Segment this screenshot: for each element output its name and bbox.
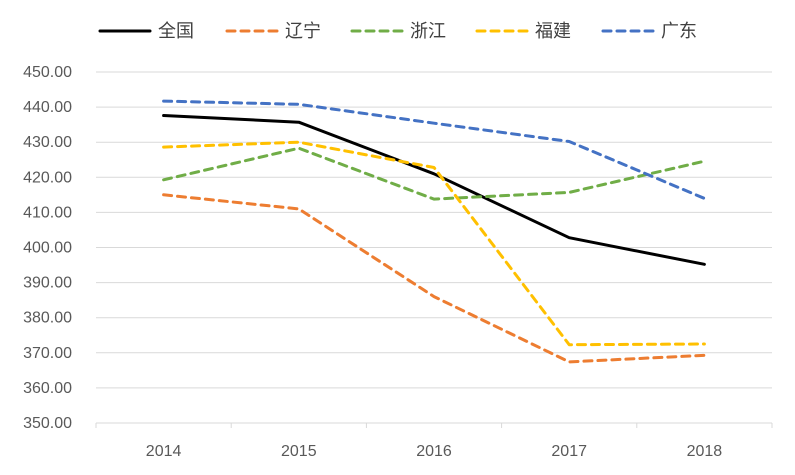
legend-label: 浙江 bbox=[410, 21, 446, 42]
legend-item: 福建 bbox=[475, 21, 571, 42]
x-tick-label: 2014 bbox=[146, 443, 182, 460]
gridlines bbox=[96, 71, 772, 389]
series-3 bbox=[162, 146, 706, 201]
y-tick-label: 350.00 bbox=[23, 415, 72, 432]
y-tick-label: 400.00 bbox=[23, 240, 72, 257]
series-lines bbox=[162, 99, 706, 364]
y-tick-label: 390.00 bbox=[23, 275, 72, 292]
series-5 bbox=[162, 99, 706, 200]
y-tick-label: 410.00 bbox=[23, 204, 72, 221]
legend-item: 广东 bbox=[601, 21, 697, 42]
y-tick-label: 420.00 bbox=[23, 169, 72, 186]
legend-item: 辽宁 bbox=[225, 21, 321, 42]
series-4 bbox=[162, 140, 706, 347]
legend: 全国 辽宁 浙江 福建 广东 bbox=[98, 21, 697, 42]
y-tick-label: 440.00 bbox=[23, 99, 72, 116]
x-axis bbox=[95, 422, 773, 428]
legend-label: 广东 bbox=[661, 21, 697, 42]
series-line bbox=[162, 99, 706, 200]
series-line bbox=[162, 140, 706, 347]
legend-label: 福建 bbox=[535, 21, 571, 42]
series-line bbox=[162, 114, 706, 266]
y-tick-label: 360.00 bbox=[23, 380, 72, 397]
x-tick-label: 2016 bbox=[416, 443, 452, 460]
y-axis-tick-labels: 350.00 360.00 370.00 380.00 390.00 400.00 410.… bbox=[23, 64, 72, 432]
x-tick-label: 2015 bbox=[281, 443, 317, 460]
series-1 bbox=[162, 114, 706, 266]
y-tick-label: 380.00 bbox=[23, 310, 72, 327]
x-axis-tick-labels: 2014 2015 2016 2017 2018 bbox=[146, 443, 722, 460]
y-tick-label: 430.00 bbox=[23, 134, 72, 151]
legend-label: 辽宁 bbox=[285, 21, 321, 42]
y-tick-label: 450.00 bbox=[23, 64, 72, 81]
series-line bbox=[162, 146, 706, 201]
series-line bbox=[162, 193, 706, 364]
series-2 bbox=[162, 193, 706, 364]
y-tick-label: 370.00 bbox=[23, 345, 72, 362]
legend-item: 浙江 bbox=[350, 21, 446, 42]
x-tick-label: 2017 bbox=[551, 443, 587, 460]
legend-label: 全国 bbox=[158, 21, 194, 42]
x-tick-label: 2018 bbox=[687, 443, 723, 460]
legend-item: 全国 bbox=[98, 21, 194, 42]
